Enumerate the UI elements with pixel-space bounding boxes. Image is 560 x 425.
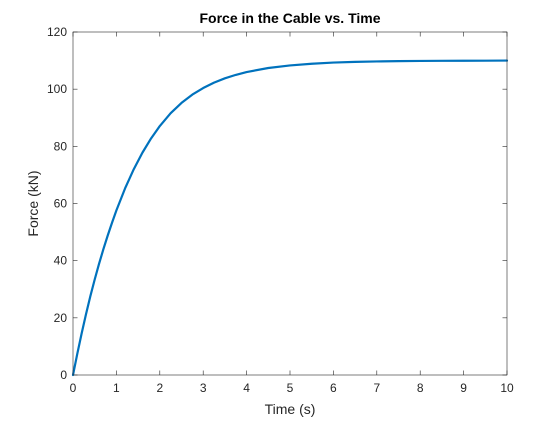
y-axis-title: Force (kN) xyxy=(25,170,41,236)
x-tick-label: 5 xyxy=(287,381,294,395)
axes-box xyxy=(72,31,508,376)
x-tick-label: 7 xyxy=(373,381,380,395)
y-tick-label: 60 xyxy=(54,197,68,211)
x-tick-label: 9 xyxy=(460,381,467,395)
x-tick-label: 8 xyxy=(417,381,424,395)
y-tick-label: 100 xyxy=(47,82,67,96)
y-tick-label: 80 xyxy=(54,139,68,153)
x-tick-label: 1 xyxy=(113,381,120,395)
y-tick-label: 0 xyxy=(60,368,67,382)
y-tick-label: 40 xyxy=(54,254,68,268)
series-line xyxy=(71,59,509,377)
plot-area xyxy=(73,32,507,375)
x-tick-label: 4 xyxy=(243,381,250,395)
x-tick-label: 0 xyxy=(70,381,77,395)
series-layer xyxy=(71,59,509,377)
x-tick-label: 10 xyxy=(500,381,514,395)
x-tick-label: 6 xyxy=(330,381,337,395)
x-tick-label: 2 xyxy=(156,381,163,395)
chart-title: Force in the Cable vs. Time xyxy=(199,10,380,26)
x-tick-label: 3 xyxy=(200,381,207,395)
x-axis-title: Time (s) xyxy=(265,401,316,417)
y-tick-label: 20 xyxy=(54,311,68,325)
y-tick-label: 120 xyxy=(47,25,67,39)
